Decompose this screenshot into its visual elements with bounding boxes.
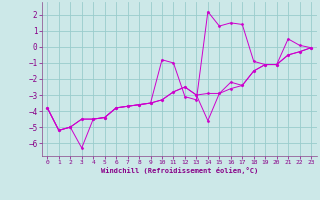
X-axis label: Windchill (Refroidissement éolien,°C): Windchill (Refroidissement éolien,°C) — [100, 167, 258, 174]
